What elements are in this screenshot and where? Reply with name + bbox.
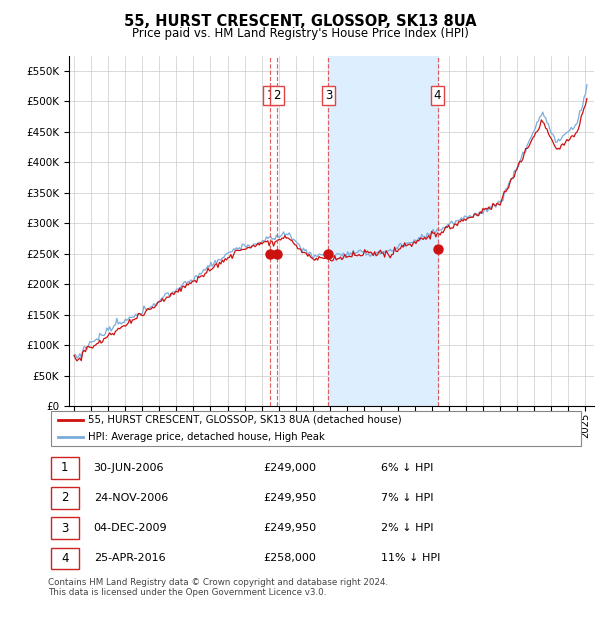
FancyBboxPatch shape (50, 547, 79, 569)
Bar (328, 56, 437, 406)
Text: 7% ↓ HPI: 7% ↓ HPI (381, 493, 433, 503)
Text: 3: 3 (61, 521, 68, 534)
Text: 04-DEC-2009: 04-DEC-2009 (94, 523, 167, 533)
FancyBboxPatch shape (50, 410, 581, 446)
Text: £258,000: £258,000 (263, 554, 316, 564)
Text: HPI: Average price, detached house, High Peak: HPI: Average price, detached house, High… (88, 432, 325, 442)
Text: 2% ↓ HPI: 2% ↓ HPI (381, 523, 433, 533)
FancyBboxPatch shape (50, 487, 79, 509)
Text: £249,950: £249,950 (263, 523, 316, 533)
FancyBboxPatch shape (50, 517, 79, 539)
Text: £249,000: £249,000 (263, 463, 316, 472)
Text: 4: 4 (434, 89, 441, 102)
Text: 11% ↓ HPI: 11% ↓ HPI (381, 554, 440, 564)
Text: Price paid vs. HM Land Registry's House Price Index (HPI): Price paid vs. HM Land Registry's House … (131, 27, 469, 40)
Text: 2: 2 (61, 492, 68, 505)
Text: 6% ↓ HPI: 6% ↓ HPI (381, 463, 433, 472)
FancyBboxPatch shape (50, 457, 79, 479)
Text: Contains HM Land Registry data © Crown copyright and database right 2024.
This d: Contains HM Land Registry data © Crown c… (48, 578, 388, 597)
Text: 3: 3 (325, 89, 332, 102)
Text: £249,950: £249,950 (263, 493, 316, 503)
Text: 1: 1 (61, 461, 68, 474)
Text: 25-APR-2016: 25-APR-2016 (94, 554, 165, 564)
Text: 24-NOV-2006: 24-NOV-2006 (94, 493, 168, 503)
Text: 30-JUN-2006: 30-JUN-2006 (94, 463, 164, 472)
Text: 55, HURST CRESCENT, GLOSSOP, SK13 8UA (detached house): 55, HURST CRESCENT, GLOSSOP, SK13 8UA (d… (88, 415, 402, 425)
Text: 1: 1 (266, 89, 274, 102)
Text: 55, HURST CRESCENT, GLOSSOP, SK13 8UA: 55, HURST CRESCENT, GLOSSOP, SK13 8UA (124, 14, 476, 29)
Text: 2: 2 (273, 89, 281, 102)
Text: 4: 4 (61, 552, 68, 565)
